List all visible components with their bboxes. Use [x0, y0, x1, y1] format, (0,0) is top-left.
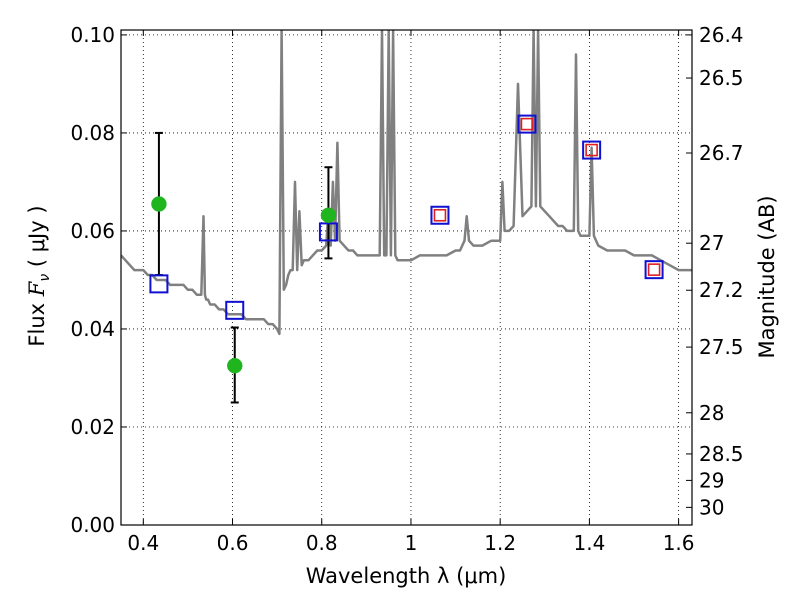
x-tick-label: 0.4: [127, 531, 159, 555]
y2-tick-label: 28.5: [699, 442, 744, 466]
red-square-marker: [520, 117, 534, 131]
observed-point: [151, 196, 167, 212]
y-tick-label: 0.06: [70, 219, 115, 243]
y2-axis-title: Magnitude (AB): [755, 195, 779, 358]
y2-tick-label: 29: [699, 468, 724, 492]
y2-tick-label: 27.5: [699, 335, 744, 359]
x-axis-title: Wavelength λ (μm): [306, 564, 507, 588]
red-square-marker: [647, 263, 661, 276]
x-tick-label: 0.6: [217, 531, 249, 555]
y-axis-title-suffix: ( μJy ): [25, 205, 49, 273]
blue-square-marker: [318, 222, 338, 242]
y2-tick-label: 27: [699, 231, 724, 255]
y2-tick-label: 26.7: [699, 141, 744, 165]
blue-square-marker: [582, 140, 602, 160]
blue-square-marker: [517, 114, 537, 134]
y-axis-title: Flux Fν ( μJy ): [25, 205, 53, 346]
x-tick-label: 0.8: [306, 531, 338, 555]
x-tick-label: 1: [405, 531, 418, 555]
y-axis-title-prefix: Flux: [25, 296, 49, 346]
spectrum-line: [121, 30, 692, 336]
blue-square-marker: [225, 300, 245, 320]
y-axis-title-subscript: ν: [37, 274, 53, 282]
y-tick-label: 0.04: [70, 317, 115, 341]
red-square-marker: [433, 208, 447, 222]
tick-layer: 0.4 0.6 0.8 1 1.2 1.4 1.6 0.00 0.02 0.04 0.06 0.08 0…: [70, 23, 743, 555]
x-tick-label: 1.2: [484, 531, 516, 555]
grid-layer: [121, 30, 692, 525]
x-tick-label: 1.4: [573, 531, 605, 555]
y-tick-label: 0.00: [70, 513, 115, 537]
y-tick-label: 0.10: [70, 23, 115, 47]
blue-square-marker: [149, 274, 169, 294]
blue-square-marker: [644, 260, 664, 280]
plot-frame: [120, 29, 693, 526]
y-axis-title-symbol: F: [25, 280, 49, 297]
y2-tick-label: 26.4: [699, 23, 744, 47]
observed-point: [227, 357, 243, 374]
plot-layer: [121, 30, 692, 404]
y-tick-label: 0.02: [70, 415, 115, 439]
red-square-marker: [585, 143, 598, 157]
observed-point: [320, 207, 337, 224]
y2-tick-label: 27.2: [699, 278, 744, 302]
y2-tick-label: 26.5: [699, 66, 744, 90]
y2-tick-label: 28: [699, 401, 724, 425]
y2-tick-label: 30: [699, 495, 724, 519]
y-tick-label: 0.08: [70, 121, 115, 145]
blue-square-marker: [430, 205, 450, 225]
x-tick-label: 1.6: [663, 531, 695, 555]
